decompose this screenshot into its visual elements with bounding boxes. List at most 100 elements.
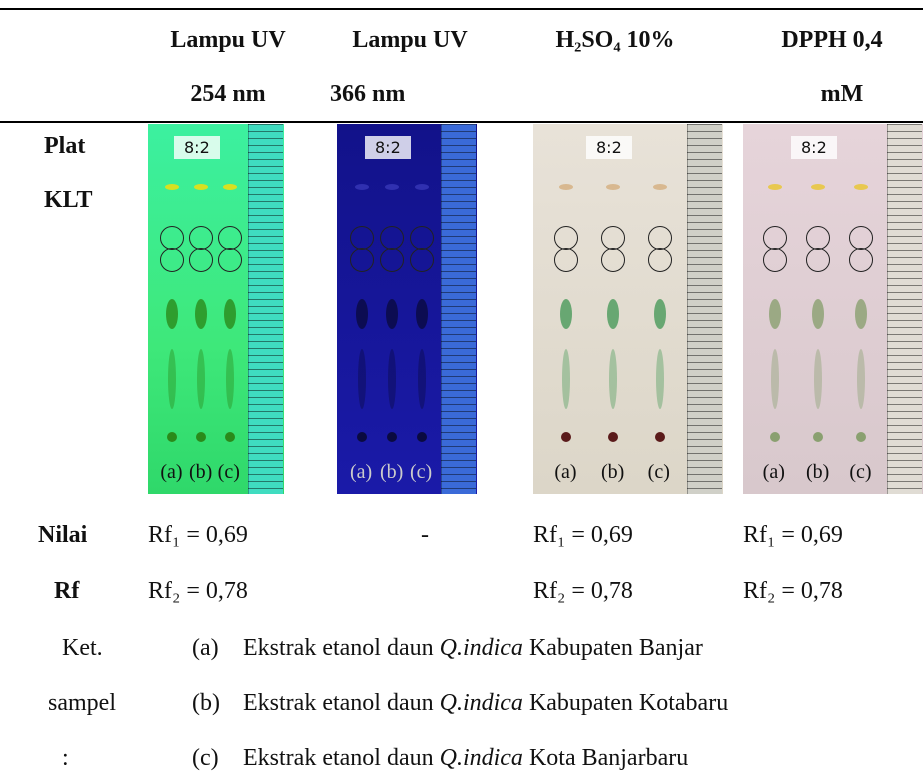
spot [356,299,368,329]
ring [763,226,787,250]
solvent-front [606,184,620,190]
column-header: Lampu UV [170,26,285,54]
solvent-front [415,184,429,190]
rf-value: Rf₂ = 0,78 [148,577,248,605]
note-prefix: Ekstrak etanol daun [243,745,440,771]
origin-spot [655,432,665,442]
solvent-front [854,184,868,190]
origin-spot [196,432,206,442]
tlc-plate: 8:2(a)(b)(c) [743,124,923,494]
notes-label: Ket. [62,634,103,662]
column-header: DPPH 0,4 [781,26,882,54]
rf-value: Rf₁ = 0,69 [743,521,843,549]
spot [814,349,822,409]
rf-value: Rf₂ = 0,78 [743,577,843,605]
tlc-plate: 8:2 (a) (b) (c) [337,124,477,494]
ring [806,226,830,250]
lane-label: (c) [218,461,240,484]
spot [388,349,396,409]
row-label: Rf [54,577,79,605]
note-marker: (a) [192,634,219,662]
solvent-front [165,184,179,190]
lane-label: (a) [554,461,576,484]
note-suffix: Kota Banjarbaru [523,745,688,771]
solvent-front [653,184,667,190]
ring [554,226,578,250]
ring [160,226,184,250]
note-suffix: Kabupaten Banjar [523,635,703,661]
ring [554,248,578,272]
sample-tag: 8:2 [365,136,411,159]
spot [197,349,205,409]
note-prefix: Ekstrak etanol daun [243,635,440,661]
solvent-front [194,184,208,190]
solvent-front [385,184,399,190]
sample-tag: 8:2 [791,136,837,159]
origin-spot [387,432,397,442]
spot [168,349,176,409]
note-suffix: Kabupaten Kotabaru [523,690,728,716]
solvent-front [768,184,782,190]
note-species: Q.indica [440,745,523,771]
spot [855,299,867,329]
ring [380,226,404,250]
row-label: KLT [44,186,92,214]
spot [416,299,428,329]
origin-spot [167,432,177,442]
spot [358,349,366,409]
origin-spot [813,432,823,442]
spot [857,349,865,409]
note-prefix: Ekstrak etanol daun [243,690,440,716]
solvent-front [355,184,369,190]
ring [350,248,374,272]
spot [224,299,236,329]
solvent-front [223,184,237,190]
column-header: 254 nm [190,80,265,108]
note-marker: (c) [192,744,219,772]
origin-spot [561,432,571,442]
spot [418,349,426,409]
row-label: Nilai [38,521,87,549]
ring [763,248,787,272]
origin-spot [417,432,427,442]
lane-label: (c) [849,461,871,484]
column-header: 366 nm [330,80,405,108]
row-label: Plat [44,132,85,160]
plate-ruler [441,124,476,494]
ring [218,226,242,250]
ring [849,248,873,272]
spot [769,299,781,329]
ring [380,248,404,272]
notes-label: sampel [48,689,116,717]
spot [654,299,666,329]
ring [218,248,242,272]
lane-label: (a) [160,461,182,484]
spot [386,299,398,329]
sample-tag: 8:2 [586,136,632,159]
ring [350,226,374,250]
rf-value: Rf₁ = 0,69 [148,521,248,549]
lane-label: (c) [648,461,670,484]
origin-spot [770,432,780,442]
lane-label: (c) [410,461,432,484]
spot [656,349,664,409]
lane-label: (b) [189,461,212,484]
spot [226,349,234,409]
spot [562,349,570,409]
column-header: H₂SO₄ 10% [555,26,674,54]
origin-spot [357,432,367,442]
ring [849,226,873,250]
ring [806,248,830,272]
tlc-plate: 8:2 (a) (b) (c) [533,124,723,494]
lane-label: (b) [380,461,403,484]
notes-label: : [62,744,69,772]
plate-ruler [887,124,922,494]
plate-ruler [687,124,722,494]
solvent-front [559,184,573,190]
plate-ruler [248,124,283,494]
lane-label: (a) [350,461,372,484]
lane-label: (b) [601,461,624,484]
note-text: Ekstrak etanol daun Q.indica Kota Banjar… [243,744,688,772]
top-rule [0,8,923,10]
spot [607,299,619,329]
